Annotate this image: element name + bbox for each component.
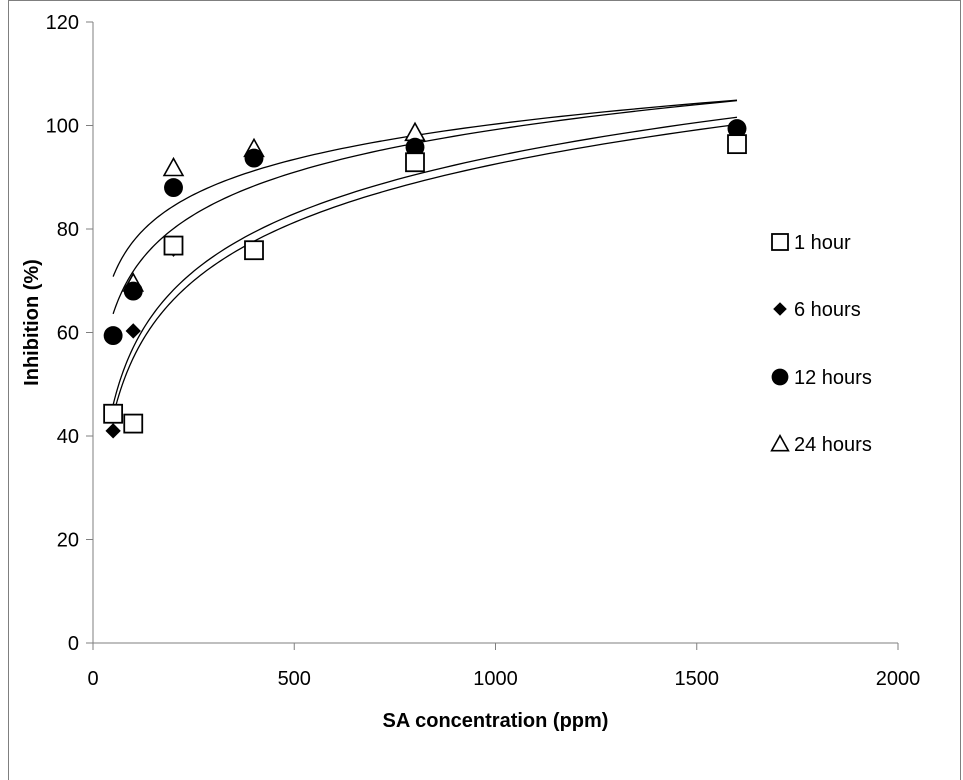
legend-item: 12 hours <box>771 367 872 389</box>
chart-frame <box>8 0 961 780</box>
data-point <box>244 148 264 168</box>
series-1-hour <box>103 134 747 434</box>
data-point <box>404 121 426 142</box>
y-tick-label: 120 <box>46 12 79 34</box>
data-point <box>125 323 141 339</box>
data-point <box>123 413 144 434</box>
legend-marker <box>771 233 789 251</box>
legend-item: 1 hour <box>771 232 851 254</box>
data-point <box>164 178 183 198</box>
legend-item: 24 hours <box>770 433 872 456</box>
data-point <box>405 152 425 173</box>
trendline <box>112 99 738 277</box>
data-point <box>105 423 121 439</box>
series-12-hours <box>103 119 747 346</box>
legend-marker <box>771 368 789 386</box>
series-6-hours <box>105 120 745 439</box>
x-tick-label: 1500 <box>675 668 720 690</box>
legend-item: 6 hours <box>773 299 861 321</box>
x-tick-label: 1000 <box>473 668 518 690</box>
legend-label: 6 hours <box>794 299 861 321</box>
y-tick-label: 40 <box>57 426 79 448</box>
legend-marker <box>770 433 790 452</box>
legend-label: 1 hour <box>794 232 851 254</box>
data-point <box>405 137 425 157</box>
legend-label: 12 hours <box>794 367 872 389</box>
y-tick-label: 0 <box>68 633 79 655</box>
y-tick-label: 60 <box>57 323 79 345</box>
data-markers <box>103 119 747 439</box>
legend-label: 24 hours <box>794 434 872 456</box>
trendline <box>112 100 738 315</box>
trendlines <box>112 99 738 417</box>
x-tick-label: 0 <box>87 668 98 690</box>
data-point <box>103 326 123 346</box>
data-point <box>103 403 124 424</box>
y-tick-label: 80 <box>57 219 79 241</box>
data-point <box>244 240 264 261</box>
data-point <box>123 281 143 301</box>
data-point <box>162 156 185 177</box>
legend: 1 hour 6 hours 12 hours 24 hours <box>770 232 872 456</box>
data-point <box>729 120 745 137</box>
data-point <box>727 134 747 155</box>
legend-marker <box>773 302 787 316</box>
y-tick-label: 20 <box>57 530 79 552</box>
data-point <box>163 235 184 256</box>
axes: 0 20 40 60 80 100 120 0 500 1000 1500 2000 <box>46 12 921 690</box>
y-tick-label: 100 <box>46 116 79 138</box>
x-tick-label: 2000 <box>876 668 921 690</box>
x-axis-title: SA concentration (ppm) <box>383 710 609 732</box>
trendline <box>112 123 738 417</box>
x-tick-label: 500 <box>278 668 311 690</box>
series-24-hours <box>122 121 426 292</box>
trendline <box>112 116 738 406</box>
y-axis-title: Inhibition (%) <box>21 259 43 386</box>
